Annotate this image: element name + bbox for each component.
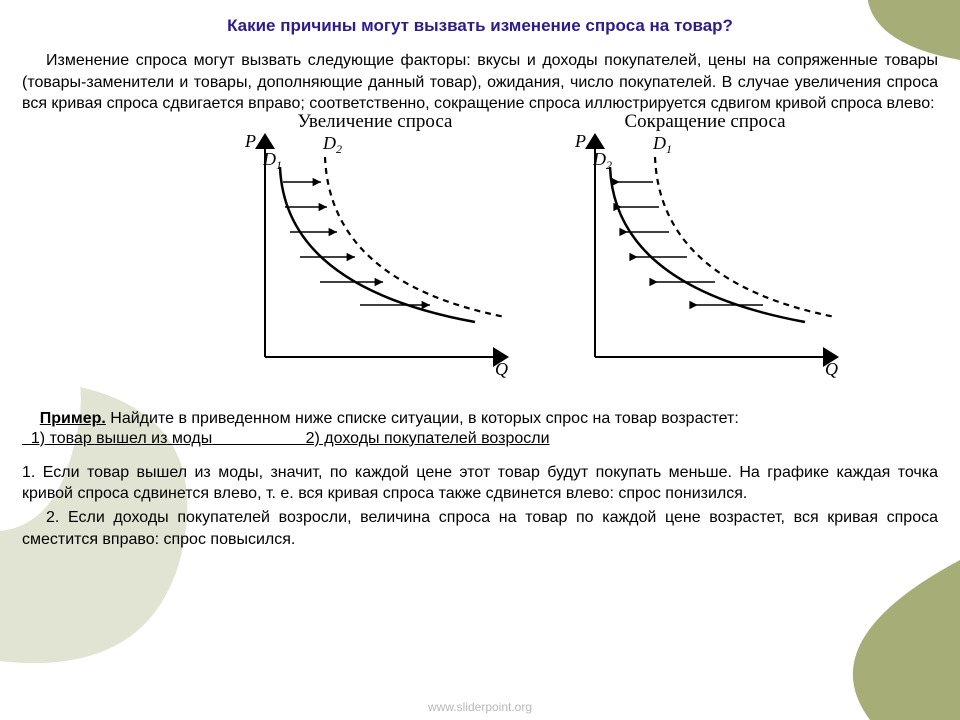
explanation-2: 2. Если доходы покупателей возросли, вел…	[22, 507, 938, 550]
example-text: Найдите в приведенном ниже списке ситуац…	[106, 410, 739, 427]
example-label: Пример.	[40, 410, 106, 427]
y-axis-label: P	[244, 131, 256, 151]
example-heading: Пример. Найдите в приведенном ниже списк…	[22, 410, 938, 428]
intro-paragraph: Изменение спроса могут вызвать следующие…	[22, 50, 938, 115]
x-axis-label: Q	[825, 359, 838, 379]
d1-label: D1	[652, 133, 672, 156]
page-title: Какие причины могут вызвать изменение сп…	[22, 16, 938, 36]
d1-label: D1	[262, 149, 282, 172]
charts-row: Увеличение спроса P Q	[142, 111, 938, 392]
option-2: 2) доходы покупателей возросли	[306, 430, 550, 447]
example-options: 1) товар вышел из моды 2) доходы покупат…	[22, 430, 938, 448]
d2-label: D2	[592, 149, 612, 172]
footer-url: www.sliderpoint.org	[0, 700, 960, 714]
chart-left-svg: P Q D1 D2	[225, 127, 525, 387]
explanation-1: 1. Если товар вышел из моды, значит, по …	[22, 462, 938, 505]
chart-increase-demand: Увеличение спроса P Q	[225, 111, 525, 392]
chart-decrease-demand: Сокращение спроса P Q	[555, 111, 855, 392]
chart-right-svg: P Q D2 D1	[555, 127, 855, 387]
d2-label: D2	[322, 133, 342, 156]
x-axis-label: Q	[495, 359, 508, 379]
y-axis-label: P	[574, 131, 586, 151]
option-1: 1) товар вышел из моды	[31, 430, 212, 447]
